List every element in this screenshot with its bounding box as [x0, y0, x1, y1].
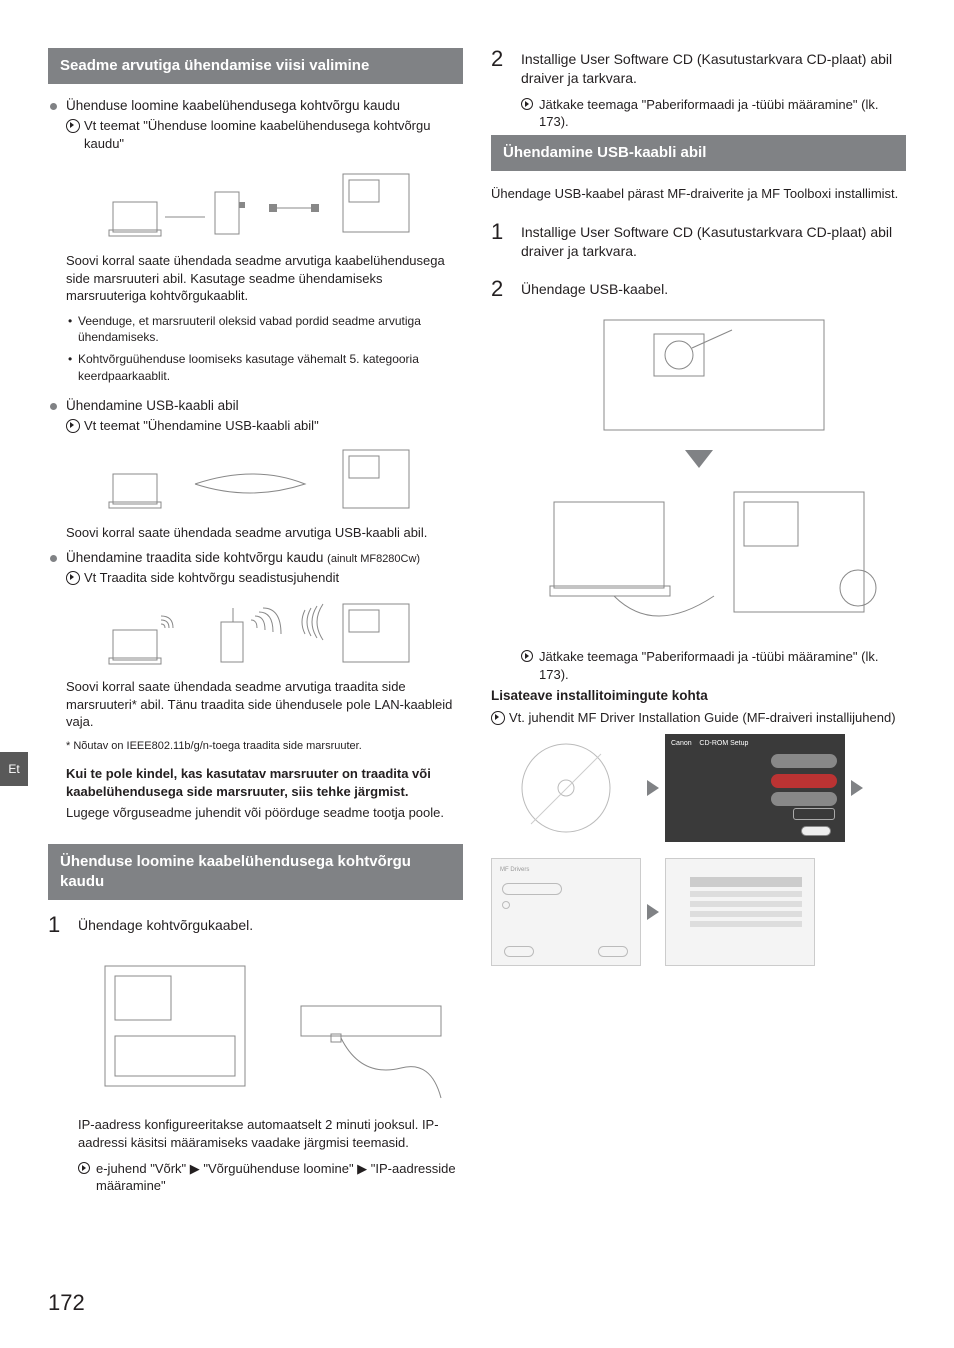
step-number: 1	[491, 221, 509, 261]
wizard-screen-3	[665, 858, 815, 966]
ref-wired-lan: Vt teemat "Ühenduse loomine kaabelühendu…	[48, 117, 463, 152]
down-arrow-icon	[685, 450, 713, 468]
option-wireless-text: Ühendamine traadita side kohtvõrgu kaudu	[66, 550, 327, 565]
right-column: 2 Installige User Software CD (Kasutusta…	[491, 48, 906, 1199]
step-number: 2	[491, 278, 509, 300]
wired-step-1: 1 Ühendage kohtvõrgukaabel.	[48, 914, 463, 936]
footnote-wireless: * Nõutav on IEEE802.11b/g/n-toega traadi…	[66, 739, 463, 753]
ref-continue-paper: Jätkake teemaga "Paberiformaadi ja -tüüb…	[491, 96, 906, 131]
option-wired-lan: Ühenduse loomine kaabelühendusega kohtvõ…	[48, 98, 463, 113]
desc-wired-lan: Soovi korral saate ühendada seadme arvut…	[66, 252, 463, 305]
page-number: 172	[48, 1290, 85, 1316]
usb-step-1: 1 Installige User Software CD (Kasutusta…	[491, 221, 906, 261]
usb-step-2: 2 Ühendage USB-kaabel.	[491, 278, 906, 300]
unsure-desc: Lugege võrguseadme juhendit või pöörduge…	[66, 804, 463, 822]
ref-ejuhend: e-juhend "Võrk" ▶ "Võrguühenduse loomine…	[48, 1160, 463, 1195]
right-arrow-icon	[647, 904, 659, 920]
section-header-connection-method: Seadme arvutiga ühendamise viisi valimin…	[48, 48, 463, 84]
step-number: 1	[48, 914, 66, 936]
note-ports: Veenduge, et marsruuteril oleksid vabad …	[48, 313, 463, 345]
wizard-cd-image	[491, 734, 641, 842]
step-text: Ühendage USB-kaabel.	[521, 278, 668, 300]
option-wireless: Ühendamine traadita side kohtvõrgu kaudu…	[48, 550, 463, 565]
section-header-usb: Ühendamine USB-kaabli abil	[491, 135, 906, 171]
right-arrow-icon	[647, 780, 659, 796]
right-arrow-icon	[851, 780, 863, 796]
ref-driver-guide: Vt. juhendit MF Driver Installation Guid…	[491, 709, 906, 727]
ref-usb: Vt teemat "Ühendamine USB-kaabli abil"	[48, 417, 463, 435]
illustration-usb	[66, 444, 463, 514]
step-text: Installige User Software CD (Kasutustark…	[521, 221, 906, 261]
ref-continue-paper-2: Jätkake teemaga "Paberiformaadi ja -tüüb…	[491, 648, 906, 683]
option-usb: Ühendamine USB-kaabli abil	[48, 398, 463, 413]
step-text: Installige User Software CD (Kasutustark…	[521, 48, 906, 88]
step1-desc: IP-aadress konfigureeritakse automaatsel…	[78, 1116, 463, 1151]
wizard-screen-2: MF Drivers	[491, 858, 641, 966]
step-number: 2	[491, 48, 509, 88]
illustration-wired-lan	[66, 162, 463, 242]
option-wireless-model: (ainult MF8280Cw)	[327, 553, 420, 565]
ref-wireless: Vt Traadita side kohtvõrgu seadistusjuhe…	[48, 569, 463, 587]
language-tab: Et	[0, 752, 28, 786]
wizard-screen-1: Canon CD-ROM Setup	[665, 734, 845, 842]
wired-step-2: 2 Installige User Software CD (Kasutusta…	[491, 48, 906, 88]
desc-wireless: Soovi korral saate ühendada seadme arvut…	[66, 678, 463, 731]
unsure-heading: Kui te pole kindel, kas kasutatav marsru…	[66, 765, 463, 800]
desc-usb: Soovi korral saate ühendada seadme arvut…	[66, 524, 463, 542]
usb-intro: Ühendage USB-kaabel pärast MF-draiverite…	[491, 185, 906, 203]
illustration-wireless	[66, 596, 463, 668]
install-wizard-screenshots: Canon CD-ROM Setup MF Drivers	[491, 734, 906, 966]
illustration-usb-port	[521, 310, 906, 440]
illustration-lan-cable	[78, 946, 463, 1106]
section-header-wired-lan: Ühenduse loomine kaabelühendusega kohtvõ…	[48, 844, 463, 901]
note-cat5: Kohtvõrguühenduse loomiseks kasutage väh…	[48, 351, 463, 383]
more-info-heading: Lisateave installitoimingute kohta	[491, 688, 906, 703]
step-text: Ühendage kohtvõrgukaabel.	[78, 914, 253, 936]
left-column: Seadme arvutiga ühendamise viisi valimin…	[48, 48, 463, 1199]
illustration-usb-connect	[521, 478, 906, 638]
